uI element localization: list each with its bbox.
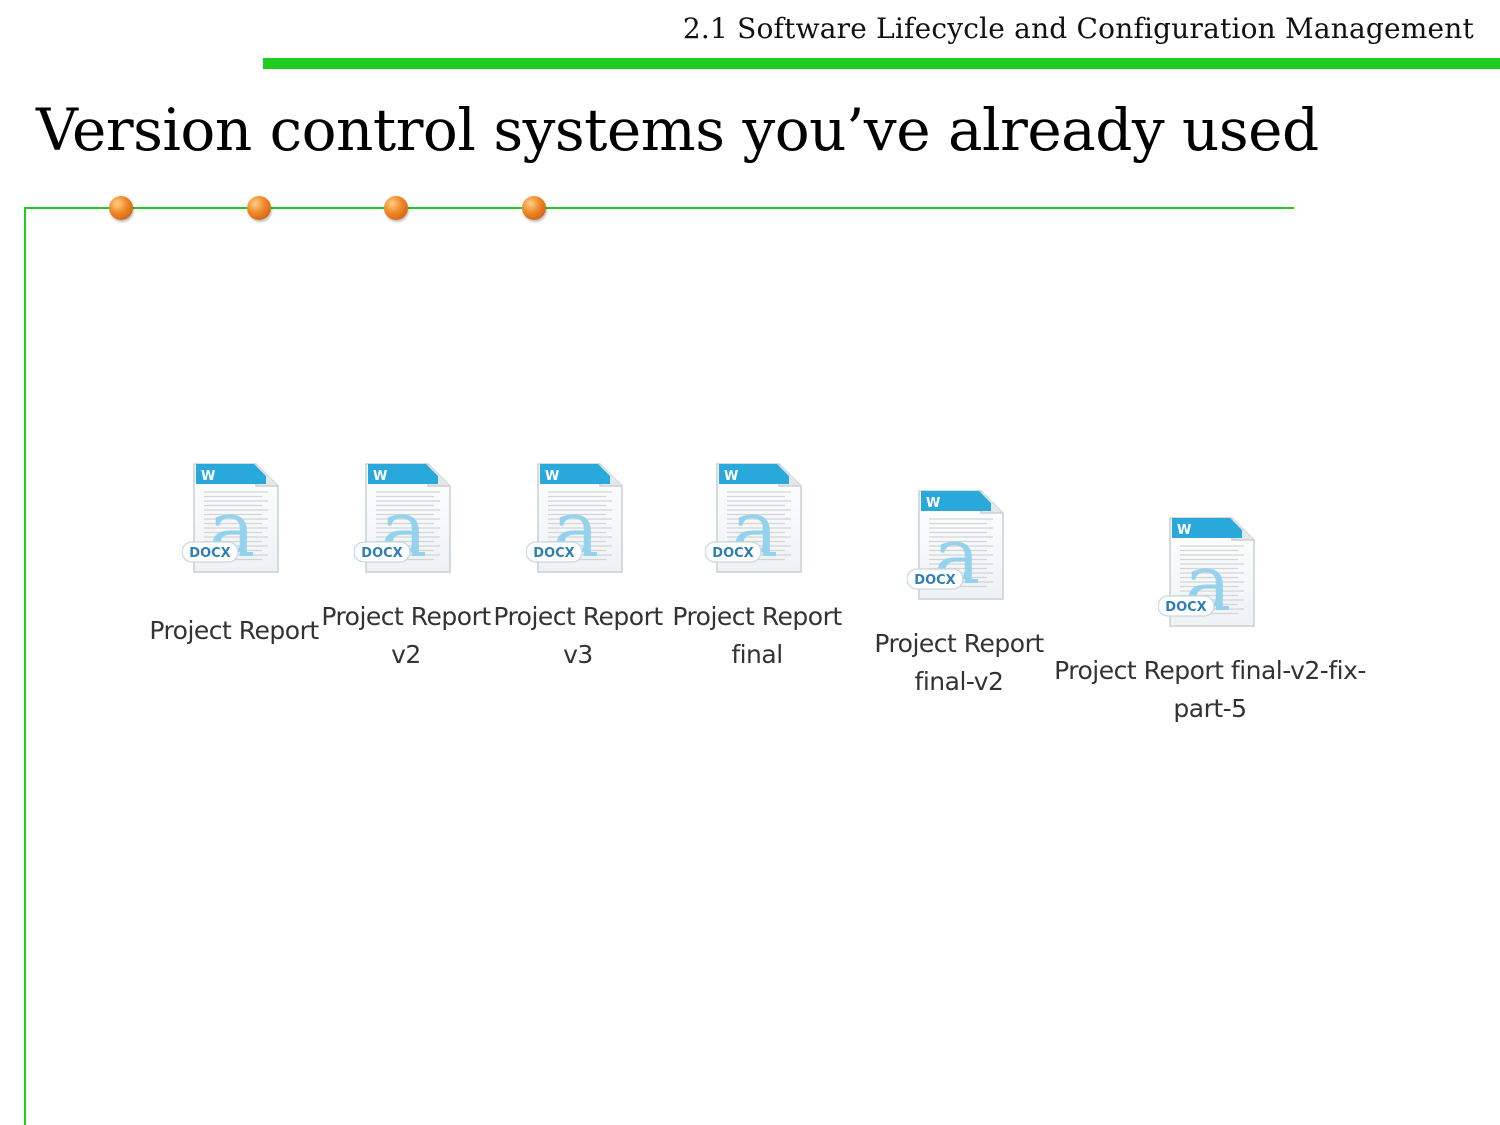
bullet-dot: [384, 196, 408, 220]
word-docx-file-icon: W a DOCX: [907, 490, 1004, 602]
header-rule: [263, 58, 1500, 69]
bullet-dot: [109, 196, 133, 220]
bullet-dot: [522, 196, 546, 220]
file-item[interactable]: W a DOCX Project Report final-v2: [864, 487, 1054, 701]
file-name: Project Report v3: [493, 602, 663, 669]
svg-text:W: W: [373, 469, 387, 484]
svg-text:W: W: [201, 469, 215, 484]
left-rule: [24, 207, 26, 1125]
section-header: 2.1 Software Lifecycle and Configuration…: [682, 12, 1474, 45]
file-name: Project Report final-v2: [874, 629, 1044, 696]
svg-text:DOCX: DOCX: [712, 546, 753, 561]
svg-text:W: W: [1177, 523, 1191, 538]
bullet-dot: [247, 196, 271, 220]
file-name: Project Report v2: [321, 602, 491, 669]
file-item[interactable]: W a DOCX Project Report: [139, 460, 329, 650]
slide-title: Version control systems you’ve already u…: [36, 96, 1319, 164]
file-item[interactable]: W a DOCX Project Report v2: [311, 460, 501, 674]
title-rule: [24, 207, 1294, 209]
svg-text:DOCX: DOCX: [361, 546, 402, 561]
file-name: Project Report final-v2-fix- part-5: [1054, 656, 1366, 723]
svg-text:W: W: [926, 496, 940, 511]
file-name: Project Report final: [672, 602, 842, 669]
word-docx-file-icon: W a DOCX: [182, 463, 279, 575]
word-docx-file-icon: W a DOCX: [354, 463, 451, 575]
file-item[interactable]: W a DOCX Project Report final: [662, 460, 852, 674]
svg-text:W: W: [545, 469, 559, 484]
svg-text:DOCX: DOCX: [914, 573, 955, 588]
file-item[interactable]: W a DOCX Project Report final-v2-fix- pa…: [1045, 514, 1375, 728]
file-item[interactable]: W a DOCX Project Report v3: [483, 460, 673, 674]
word-docx-file-icon: W a DOCX: [526, 463, 623, 575]
svg-text:DOCX: DOCX: [189, 546, 230, 561]
word-docx-file-icon: W a DOCX: [705, 463, 802, 575]
svg-text:DOCX: DOCX: [1165, 600, 1206, 615]
svg-text:W: W: [724, 469, 738, 484]
file-name: Project Report: [149, 616, 319, 645]
svg-text:DOCX: DOCX: [533, 546, 574, 561]
word-docx-file-icon: W a DOCX: [1158, 517, 1255, 629]
